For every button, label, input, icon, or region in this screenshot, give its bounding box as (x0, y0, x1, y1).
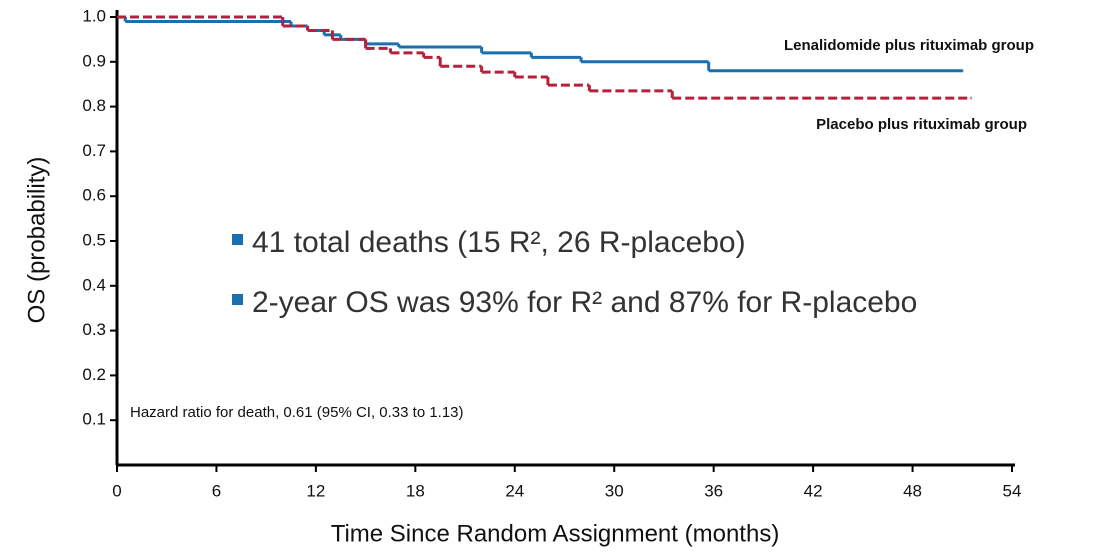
y-tick-label: 0.7 (82, 141, 106, 160)
series-label: Lenalidomide plus rituximab group (784, 37, 1034, 54)
x-tick-label: 48 (903, 481, 922, 500)
y-tick-label: 0.6 (82, 186, 106, 205)
y-tick-label: 0.1 (82, 410, 106, 429)
bullet (232, 234, 243, 245)
y-tick-label: 0.3 (82, 320, 106, 339)
x-tick-label: 36 (704, 481, 723, 500)
annotation: Hazard ratio for death, 0.61 (95% CI, 0.… (130, 404, 464, 421)
series-label: Placebo plus rituximab group (816, 116, 1027, 133)
x-tick-label: 54 (1003, 481, 1022, 500)
y-tick-label: 1.0 (82, 6, 106, 25)
x-axis-title: Time Since Random Assignment (months) (331, 520, 780, 547)
x-tick-label: 18 (406, 481, 425, 500)
y-tick-label: 0.9 (82, 51, 106, 70)
bullet (232, 294, 243, 305)
x-tick-label: 30 (605, 481, 624, 500)
x-tick-label: 42 (804, 481, 823, 500)
y-tick-label: 0.4 (82, 275, 106, 294)
annotation: 2-year OS was 93% for R² and 87% for R-p… (252, 286, 917, 319)
x-tick-label: 0 (112, 481, 121, 500)
y-tick-label: 0.5 (82, 230, 106, 249)
x-tick-label: 6 (212, 481, 221, 500)
x-tick-label: 24 (505, 481, 524, 500)
y-tick-label: 0.8 (82, 96, 106, 115)
y-tick-label: 0.2 (82, 365, 106, 384)
annotation: 41 total deaths (15 R², 26 R-placebo) (252, 226, 746, 259)
x-tick-label: 12 (306, 481, 325, 500)
y-axis-title: OS (probability) (23, 157, 50, 324)
